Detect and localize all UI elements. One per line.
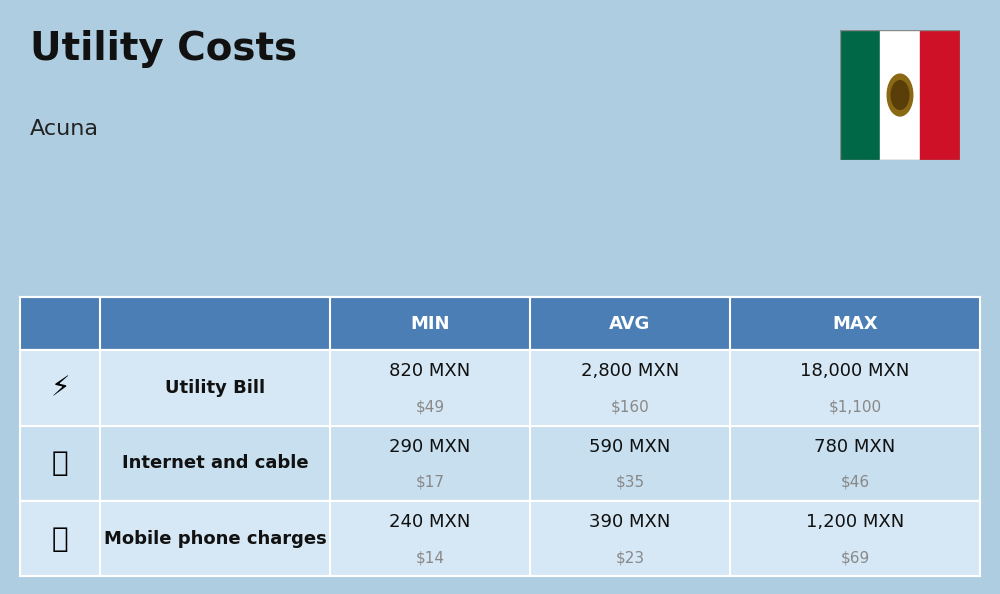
Text: 📡: 📡 [52, 449, 68, 478]
Bar [20, 350, 980, 426]
Text: MIN: MIN [410, 315, 450, 333]
Text: MAX: MAX [832, 315, 878, 333]
Text: 18,000 MXN: 18,000 MXN [800, 362, 910, 380]
Bar [20, 426, 980, 501]
Text: $46: $46 [840, 475, 870, 490]
Circle shape [891, 81, 909, 109]
Text: 390 MXN: 390 MXN [589, 513, 671, 531]
Circle shape [887, 74, 913, 116]
Text: Utility Costs: Utility Costs [30, 30, 297, 68]
Text: $49: $49 [415, 400, 445, 415]
Text: 590 MXN: 590 MXN [589, 438, 671, 456]
Bar [20, 297, 980, 350]
Text: Utility Bill: Utility Bill [165, 379, 265, 397]
Text: 820 MXN: 820 MXN [389, 362, 471, 380]
Bar [840, 30, 880, 160]
Text: $69: $69 [840, 550, 870, 565]
Text: 📱: 📱 [52, 525, 68, 552]
Bar [880, 30, 920, 160]
Text: 2,800 MXN: 2,800 MXN [581, 362, 679, 380]
Text: ⚡: ⚡ [50, 374, 70, 402]
Text: Internet and cable: Internet and cable [122, 454, 308, 472]
Text: $35: $35 [615, 475, 645, 490]
Text: 1,200 MXN: 1,200 MXN [806, 513, 904, 531]
Text: AVG: AVG [609, 315, 651, 333]
Text: $14: $14 [416, 550, 445, 565]
Text: $17: $17 [416, 475, 445, 490]
Bar [920, 30, 960, 160]
Bar [20, 501, 980, 576]
Text: 780 MXN: 780 MXN [814, 438, 896, 456]
Text: 290 MXN: 290 MXN [389, 438, 471, 456]
Text: Mobile phone charges: Mobile phone charges [104, 530, 326, 548]
Text: $1,100: $1,100 [828, 400, 882, 415]
Text: 240 MXN: 240 MXN [389, 513, 471, 531]
Text: $160: $160 [611, 400, 649, 415]
Text: Acuna: Acuna [30, 119, 99, 139]
Text: $23: $23 [615, 550, 645, 565]
